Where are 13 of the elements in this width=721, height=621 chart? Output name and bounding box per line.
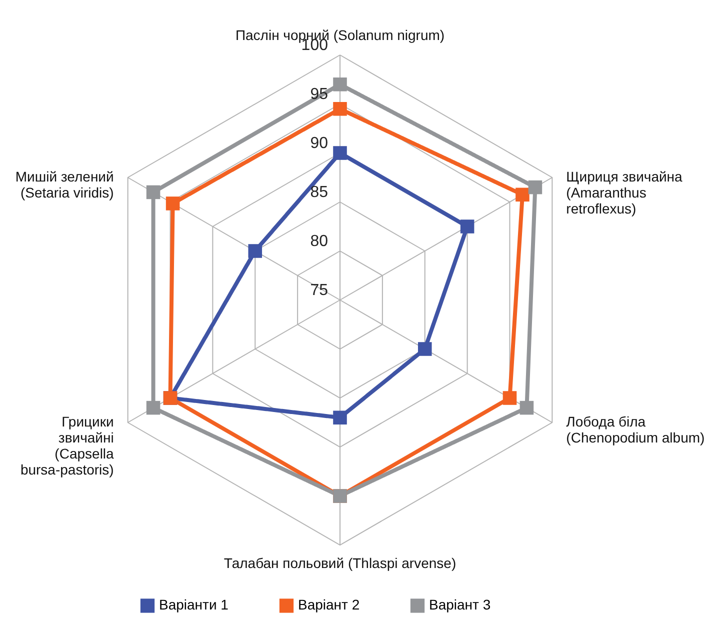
spoke-label: Щириця звичайна (Amaranthus retroflexus) <box>566 168 683 216</box>
y-tick-label: 95 <box>310 86 328 103</box>
legend-label: Варіант 2 <box>298 596 360 613</box>
legend-label: Варіанти 1 <box>159 596 229 613</box>
spoke-label: Лобода біла (Chenopodium album) <box>566 414 705 446</box>
legend-label: Варіант 3 <box>429 596 491 613</box>
spoke-label: Талабан польовий (Thlaspi arvense) <box>224 555 456 571</box>
y-tick-label: 75 <box>310 282 328 299</box>
spoke-label: Грицики звичайні (Capsella bursa-pastoris) <box>20 414 114 478</box>
y-tick-label: 80 <box>310 233 328 250</box>
y-tick-label: 85 <box>310 184 328 201</box>
spoke-label: Мишій зелений (Setaria viridis) <box>15 168 114 200</box>
y-tick-label: 90 <box>310 135 328 152</box>
